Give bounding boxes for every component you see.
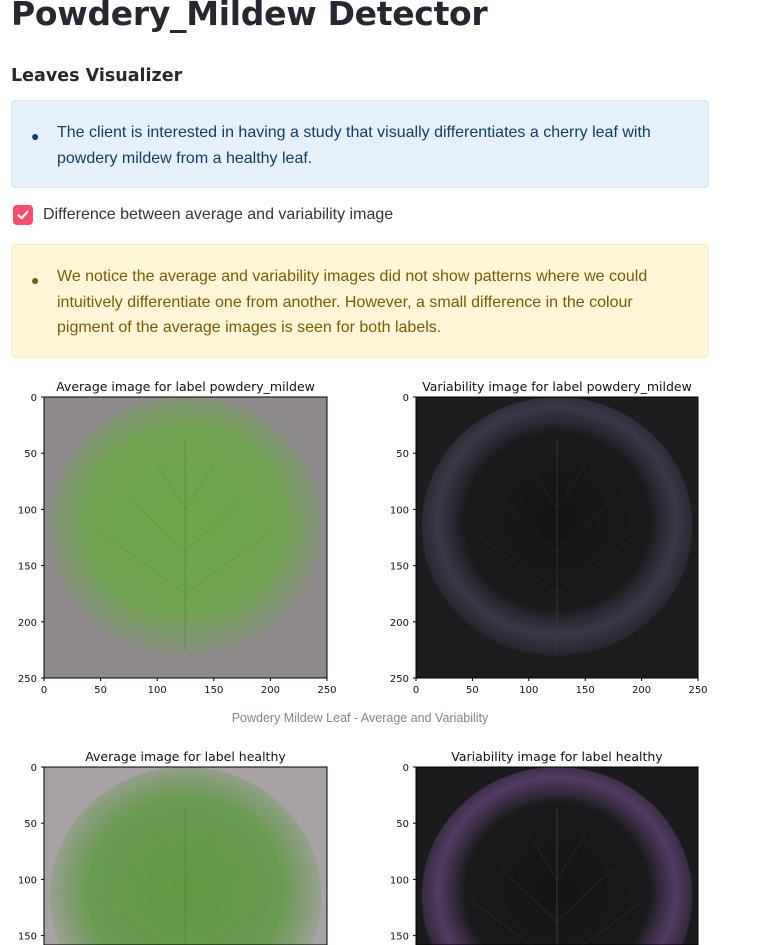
y-tick-label: 200	[18, 618, 37, 629]
x-tick-label: 100	[148, 685, 167, 696]
y-tick-label: 50	[396, 449, 409, 460]
y-tick-label: 50	[24, 449, 37, 460]
y-tick-label: 0	[31, 763, 37, 774]
y-tick-label: 0	[31, 393, 37, 404]
y-tick-label: 250	[390, 674, 409, 685]
y-tick-label: 100	[390, 505, 409, 516]
panel-frame	[415, 396, 699, 679]
info-alert: ● The client is interested in having a s…	[11, 100, 709, 188]
x-tick-label: 50	[466, 685, 479, 696]
y-tick-label: 0	[403, 763, 409, 774]
difference-checkbox[interactable]: Difference between average and variabili…	[13, 205, 393, 225]
panel-frame	[415, 766, 699, 945]
panel-image	[44, 767, 327, 945]
y-tick-label: 150	[18, 562, 37, 573]
bullet-icon: ●	[31, 272, 40, 288]
panel-title: Variability image for label healthy	[451, 749, 663, 764]
x-tick-label: 50	[94, 685, 107, 696]
section-title: Leaves Visualizer	[11, 66, 183, 86]
y-tick-label: 0	[403, 393, 409, 404]
figure-caption: Powdery Mildew Leaf - Average and Variab…	[231, 711, 489, 725]
y-tick-label: 150	[18, 932, 37, 943]
info-alert-text: The client is interested in having a stu…	[57, 124, 651, 167]
checkmark-icon	[17, 210, 29, 220]
x-tick-label: 100	[519, 685, 538, 696]
panel-title: Average image for label powdery_mildew	[56, 379, 315, 394]
figure-healthy: Average image for label healthy 0 50 100 150…	[18, 749, 699, 945]
y-tick-label: 50	[24, 819, 37, 830]
checkbox-checked-icon[interactable]	[13, 205, 33, 225]
x-tick-label: 200	[632, 685, 651, 696]
bullet-icon: ●	[31, 128, 40, 144]
x-tick-label: 0	[413, 685, 419, 696]
checkbox-label[interactable]: Difference between average and variabili…	[43, 206, 394, 223]
y-tick-label: 250	[18, 674, 37, 685]
y-tick-label: 150	[390, 562, 409, 573]
x-tick-label: 200	[261, 685, 280, 696]
panel-frame	[43, 396, 328, 679]
x-tick-label: 150	[576, 685, 595, 696]
y-tick-label: 50	[396, 819, 409, 830]
panel-title: Variability image for label powdery_mild…	[422, 379, 692, 394]
panel-image	[416, 397, 698, 678]
page-title: Powdery_Mildew Detector	[11, 0, 488, 33]
panel-image	[416, 767, 698, 945]
panel-title: Average image for label healthy	[85, 749, 286, 764]
x-tick-label: 0	[41, 685, 47, 696]
y-tick-label: 100	[390, 875, 409, 886]
y-tick-label: 150	[390, 932, 409, 943]
panel-image	[44, 397, 327, 678]
y-tick-label: 100	[18, 875, 37, 886]
figure-powdery-mildew: Average image for label powdery_mildew 0 5…	[18, 379, 708, 696]
x-tick-label: 250	[317, 685, 336, 696]
x-tick-label: 150	[204, 685, 223, 696]
x-tick-label: 250	[688, 685, 707, 696]
y-tick-label: 200	[390, 618, 409, 629]
warning-alert-text: We notice the average and variability im…	[57, 268, 648, 336]
warning-alert: ● We notice the average and variability …	[11, 244, 709, 358]
y-tick-label: 100	[18, 505, 37, 516]
panel-frame	[43, 766, 328, 945]
